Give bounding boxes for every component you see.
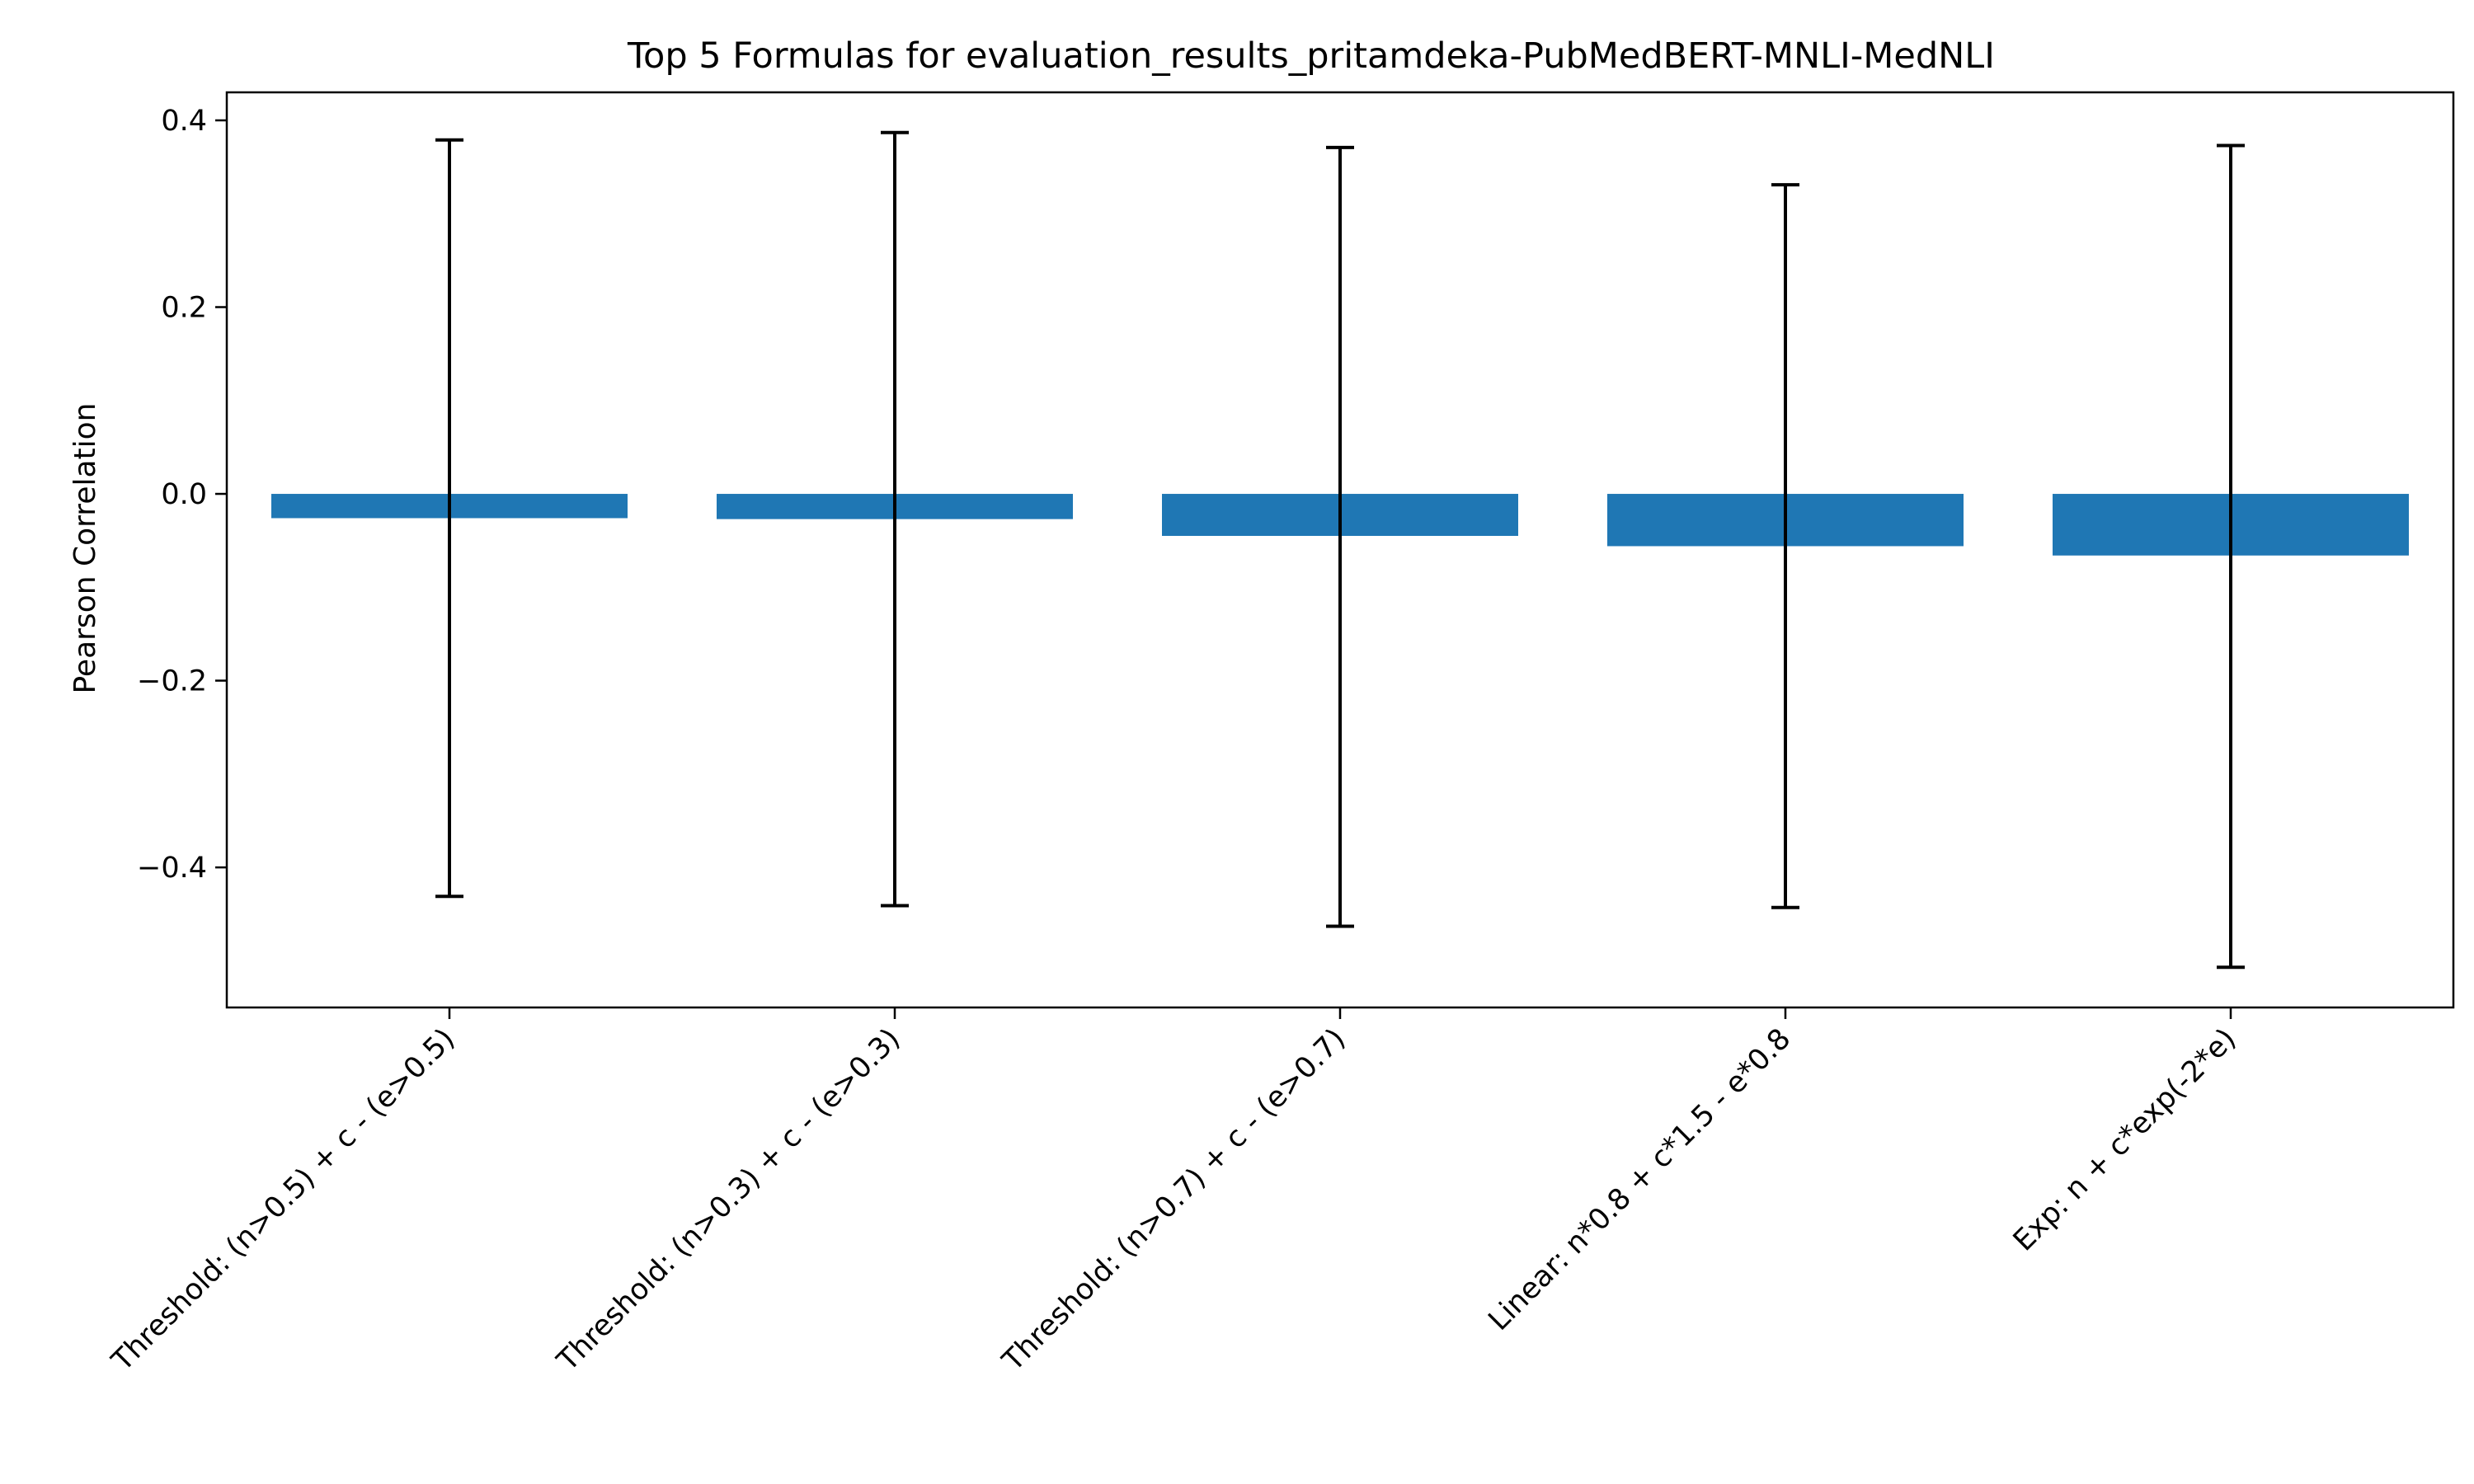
x-tick-label-5: Exp: n + c*exp(-2*e)	[2007, 1022, 2242, 1257]
x-tick-label-4: Linear: n*0.8 + c*1.5 - e*0.8	[1483, 1022, 1798, 1337]
x-tick-label-1: Threshold: (n>0.5) + c - (e>0.5)	[106, 1022, 462, 1378]
x-tick-label-2: Threshold: (n>0.3) + c - (e>0.3)	[551, 1022, 907, 1378]
y-tick-label-4: 0.2	[161, 292, 207, 325]
y-tick-label-3: 0.0	[161, 478, 207, 511]
error-bars-group	[435, 130, 2245, 970]
y-tick-label-5: 0.4	[161, 105, 207, 138]
y-axis: −0.4 −0.2 0.0 0.2 0.4	[137, 105, 227, 885]
plot-area-frame	[225, 91, 2455, 1009]
x-axis: Threshold: (n>0.5) + c - (e>0.5) Threshol…	[106, 1007, 2242, 1378]
x-tick-label-3: Threshold: (n>0.7) + c - (e>0.7)	[996, 1022, 1352, 1378]
chart-title: Top 5 Formulas for evaluation_results_pr…	[627, 35, 1995, 77]
y-tick-label-1: −0.4	[137, 852, 207, 885]
y-tick-label-2: −0.2	[137, 665, 207, 698]
y-axis-label: Pearson Correlation	[68, 403, 102, 694]
